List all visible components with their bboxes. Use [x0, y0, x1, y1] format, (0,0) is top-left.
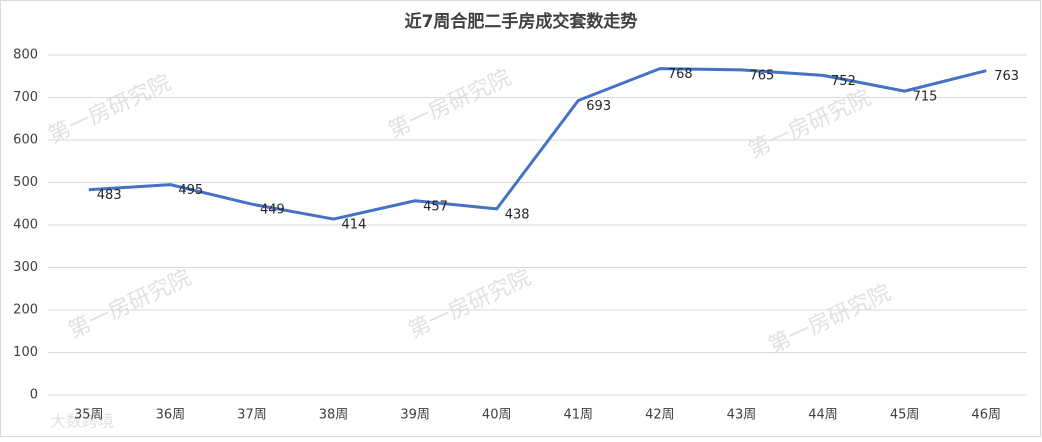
data-label: 763: [994, 69, 1019, 84]
x-tick-label: 45周: [890, 408, 920, 423]
data-label: 483: [97, 188, 122, 203]
x-tick-label: 35周: [74, 408, 104, 423]
data-label: 414: [342, 218, 367, 233]
data-label: 752: [831, 74, 856, 89]
data-label: 765: [749, 68, 774, 83]
y-tick-label: 600: [13, 133, 38, 148]
data-label: 457: [423, 199, 448, 214]
x-tick-label: 42周: [645, 408, 675, 423]
y-tick-label: 500: [13, 175, 38, 190]
data-label: 449: [260, 203, 285, 218]
x-tick-label: 44周: [808, 408, 838, 423]
data-label: 768: [668, 67, 693, 82]
y-tick-label: 200: [13, 303, 38, 318]
y-tick-label: 100: [13, 345, 38, 360]
series-line: [88, 67, 987, 221]
x-tick-label: 37周: [237, 408, 267, 423]
x-tick-label: 46周: [971, 408, 1001, 423]
x-tick-label: 39周: [400, 408, 430, 423]
x-tick-label: 40周: [482, 408, 512, 423]
data-label: 715: [913, 90, 938, 105]
x-tick-label: 38周: [319, 408, 349, 423]
x-tick-label: 41周: [564, 408, 594, 423]
y-tick-label: 400: [13, 218, 38, 233]
x-tick-label: 43周: [727, 408, 757, 423]
corner-watermark: 大数跨境: [50, 412, 114, 431]
data-label: 438: [505, 207, 530, 222]
data-label: 495: [178, 183, 203, 198]
y-tick-label: 300: [13, 260, 38, 275]
y-tick-label: 700: [13, 90, 38, 105]
y-tick-label: 800: [13, 48, 38, 63]
x-tick-label: 36周: [156, 408, 186, 423]
data-label: 693: [586, 99, 611, 114]
chart-title: 近7周合肥二手房成交套数走势: [405, 11, 638, 32]
y-tick-label: 0: [30, 388, 38, 403]
